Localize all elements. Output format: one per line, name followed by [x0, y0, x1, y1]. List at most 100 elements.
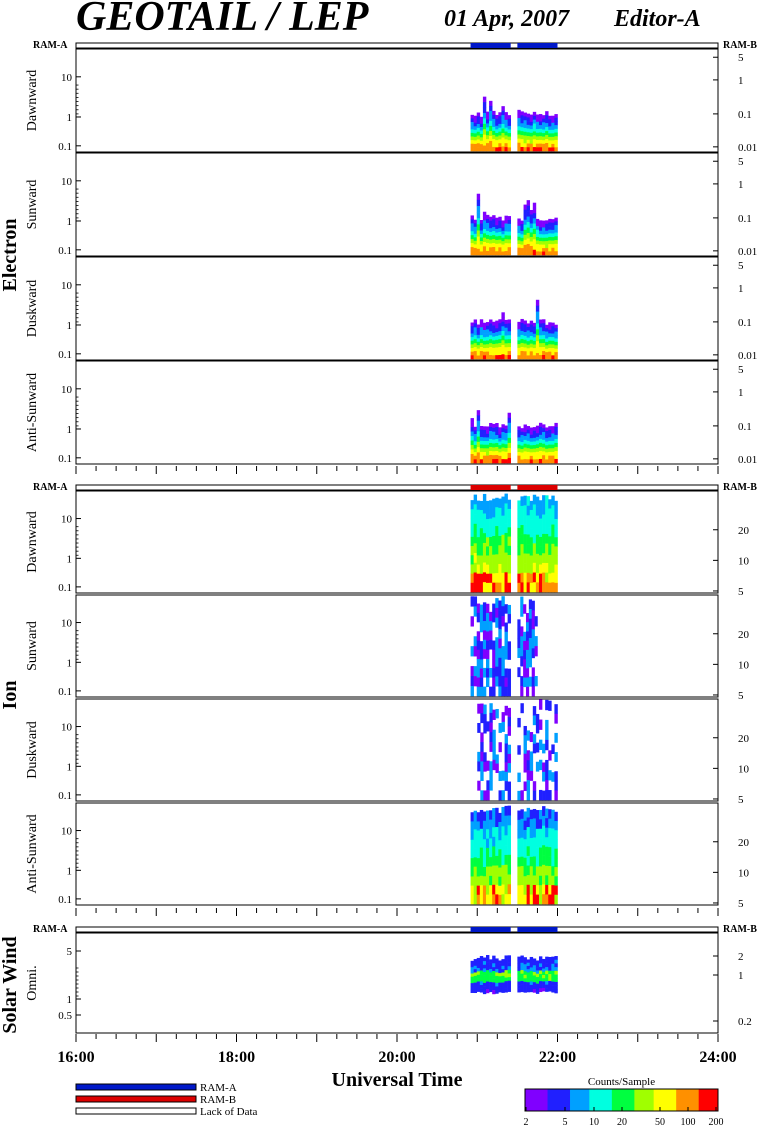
spectrogram-cell [501, 884, 505, 895]
spectrogram-cell [531, 619, 535, 630]
spectrogram-cell [538, 450, 543, 456]
right-tick-label: 0.01 [738, 142, 757, 154]
spectrogram-cell [551, 226, 555, 231]
spectrogram-cell [482, 582, 487, 593]
group-ion: RAM-A RAM-BIon1010.120105Dawnward1010.120… [0, 482, 757, 916]
spectrogram-cell [489, 847, 493, 858]
spectrogram-cell [532, 452, 537, 457]
spectrogram-cell [526, 205, 531, 212]
spectrogram-cell [548, 429, 552, 434]
spectrogram-cell [476, 984, 481, 989]
spectrogram-cell [498, 600, 502, 611]
spectrogram-cell [504, 781, 508, 791]
spectrogram-cell [504, 112, 508, 117]
spectrogram-cell [526, 132, 531, 137]
spectrogram-cell [479, 339, 484, 344]
spectrogram-cell [535, 828, 540, 839]
spectrogram-cell [532, 494, 537, 505]
colorbar-cell [679, 1089, 684, 1111]
spectrogram-cell [492, 582, 496, 593]
spectrogram-cell [492, 239, 496, 244]
spectrogram-cell [554, 981, 558, 986]
spectrogram-cell [479, 455, 484, 460]
spectrogram-cell [548, 770, 552, 781]
spectrogram-cell [529, 236, 534, 242]
spectrogram-cell [476, 659, 481, 669]
spectrogram-cell [545, 719, 549, 731]
spectrogram-cell [526, 875, 531, 886]
spectrogram-cell [507, 527, 511, 537]
colorbar-cell [714, 1089, 719, 1111]
spectrogram-cell [551, 337, 555, 342]
spectrogram-cell [470, 118, 474, 123]
spectrogram-cell [504, 523, 508, 534]
spectrogram-cell [548, 554, 552, 565]
spectrogram-cell [542, 244, 546, 249]
spectrogram-cell [535, 247, 540, 252]
spectrogram-cell [517, 251, 521, 256]
spectrogram-cell [470, 830, 474, 841]
spectrogram-cell [501, 354, 505, 360]
spectrogram-cell [517, 325, 521, 330]
spectrogram-cell [538, 984, 543, 989]
spectrogram-cell [489, 327, 493, 332]
spectrogram-cell [495, 982, 499, 987]
spectrogram-cell [482, 975, 487, 980]
spectrogram-cell [479, 351, 484, 356]
spectrogram-cell [498, 498, 502, 509]
spectrogram-cell [479, 444, 484, 449]
spectrogram-cell [532, 978, 537, 983]
spectrogram-cell [548, 582, 552, 593]
spectrogram-cell [489, 703, 493, 714]
spectrogram-cell [479, 220, 484, 224]
spectrogram-cell [489, 100, 493, 107]
spectrogram-cell [504, 884, 508, 895]
spectrogram-cell [476, 139, 481, 144]
spectrogram-cell [498, 686, 502, 697]
spectrogram-cell [470, 973, 474, 978]
spectrogram-cell [486, 649, 490, 660]
spectrogram-cell [501, 133, 505, 138]
spectrogram-cell [498, 985, 502, 990]
spectrogram-cell [495, 535, 499, 546]
spectrogram-cell [548, 459, 552, 464]
spectrogram-cell [476, 858, 481, 868]
spectrogram-cell [482, 96, 487, 103]
spectrogram-cell [542, 125, 546, 130]
spectrogram-cell [523, 229, 527, 236]
spectrogram-cell [528, 609, 533, 619]
spectrogram-cell [501, 335, 505, 341]
spectrogram-cell [532, 827, 537, 838]
spectrogram-cell [548, 247, 552, 252]
spectrogram-cell [495, 894, 499, 905]
colorbar-cell [525, 1089, 529, 1111]
spectrogram-cell [535, 335, 540, 342]
spectrogram-cell [554, 848, 558, 859]
spectrogram-cell [523, 974, 527, 979]
spectrogram-cell [501, 106, 505, 111]
spectrogram-cell [479, 247, 484, 252]
spectrogram-cell [532, 437, 537, 442]
spectrogram-cell [498, 822, 502, 832]
spectrogram-cell [501, 836, 505, 847]
spectrogram-cell [486, 131, 490, 136]
spectrogram-cell [479, 963, 484, 968]
spectrogram-cell [477, 703, 481, 714]
spectrogram-cell [538, 248, 543, 252]
spectrogram-cell [529, 956, 534, 961]
right-tick-label: 10 [738, 555, 750, 567]
spectrogram-cell [479, 984, 484, 989]
ram-a-label: RAM-A [33, 482, 68, 493]
spectrogram-cell [554, 458, 558, 464]
spectrogram-cell [473, 327, 478, 332]
spectrogram-cell [548, 527, 552, 537]
spectrogram-cell [476, 957, 481, 962]
spectrogram-cell [486, 966, 490, 971]
spectrogram-cell [554, 117, 558, 122]
spectrogram-cell [551, 534, 555, 545]
spectrogram-cell [523, 139, 527, 144]
spectrogram-cell [551, 222, 555, 227]
spectrogram-cell [482, 216, 487, 221]
spectrogram-cell [495, 228, 499, 233]
